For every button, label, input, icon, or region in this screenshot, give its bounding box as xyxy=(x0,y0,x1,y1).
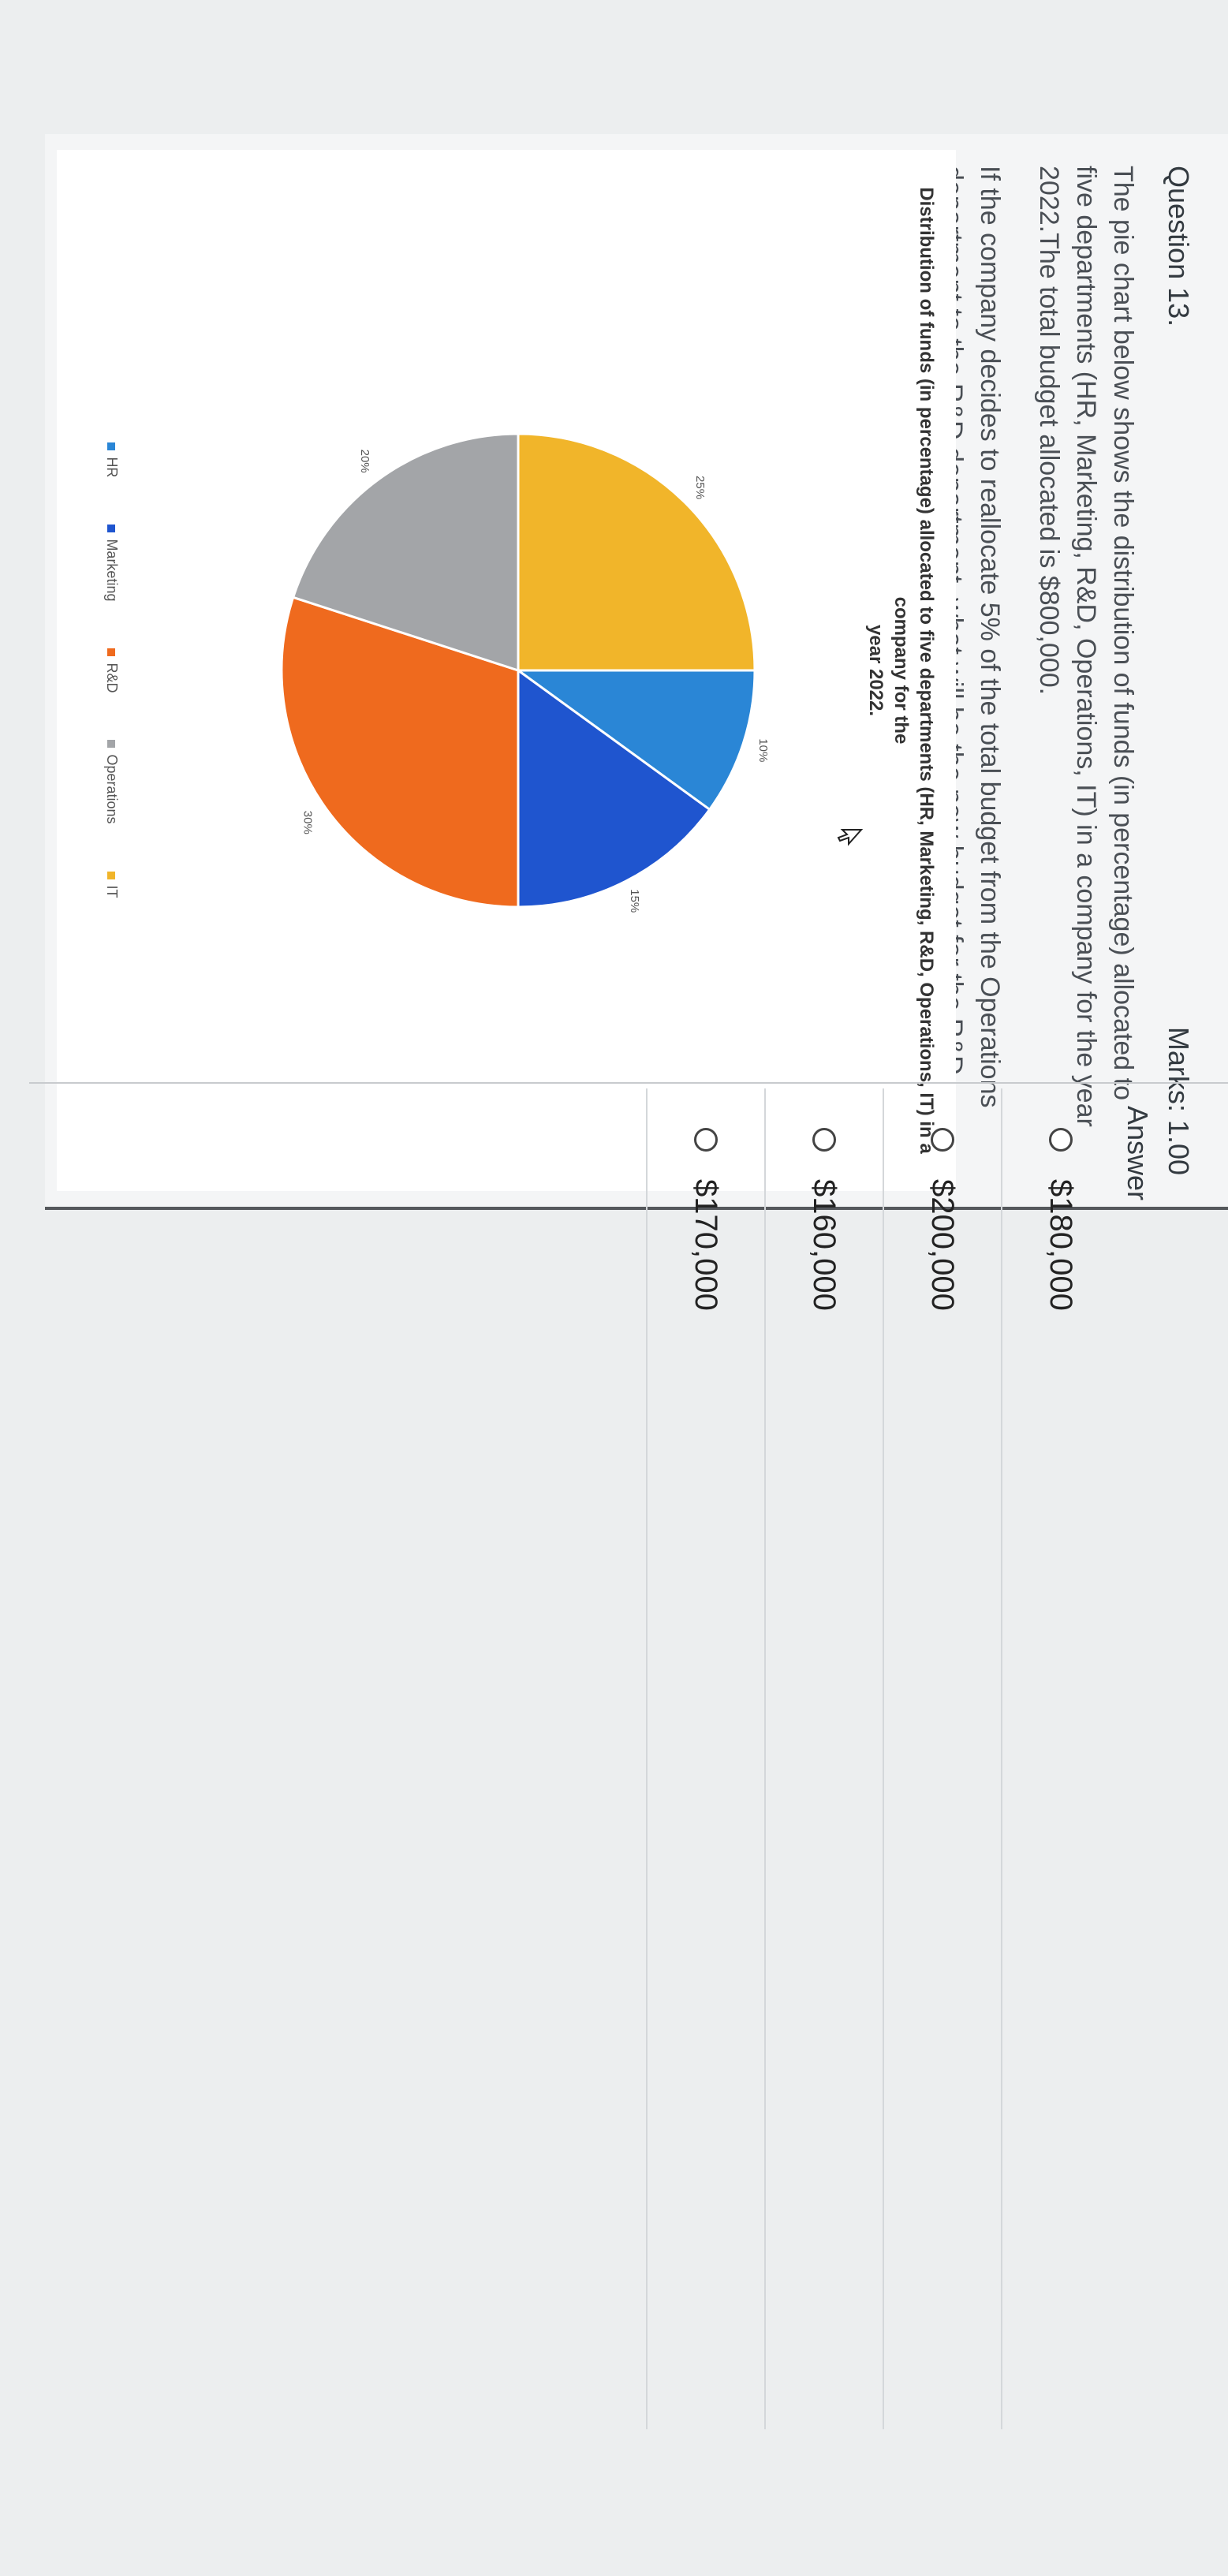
pie-slice-hr xyxy=(514,669,756,812)
answer-option-2[interactable]: $200,000 xyxy=(883,1088,1001,2429)
legend-item-hr: HR xyxy=(103,442,120,477)
radio-button[interactable] xyxy=(694,1128,718,1152)
panel-divider xyxy=(29,1082,1228,1084)
radio-button[interactable] xyxy=(931,1128,954,1152)
legend-swatch xyxy=(107,648,116,657)
answer-option-label[interactable]: $200,000 xyxy=(925,1179,961,1311)
answer-option-4[interactable]: $170,000 xyxy=(646,1088,764,2429)
mouse-pointer-icon xyxy=(837,829,863,846)
pie-chart-svg: 10% 15% 30% 20% 25% xyxy=(280,432,770,913)
answer-label: Answer xyxy=(1122,1106,1154,1201)
answer-option-label[interactable]: $170,000 xyxy=(689,1179,724,1311)
pie-label-it: 25% xyxy=(693,476,707,499)
pie-slice-it xyxy=(517,432,756,672)
legend-swatch xyxy=(107,740,116,749)
pie-chart: Distribution of funds (in percentage) al… xyxy=(57,150,956,1191)
pie-slice-marketing xyxy=(517,668,711,909)
pie-slice-operations xyxy=(291,432,520,673)
legend-swatch xyxy=(107,442,116,451)
legend-item-r-d: R&D xyxy=(103,648,120,693)
marks-label: Marks: 1.00 xyxy=(1163,1026,1195,1175)
legend-item-marketing: Marketing xyxy=(103,525,120,601)
question-card: Question 13. Marks: 1.00 The pie chart b… xyxy=(45,134,1228,1210)
pie-label-r-d: 30% xyxy=(301,811,315,834)
legend-label: Marketing xyxy=(104,539,120,602)
question-paragraph-1: The pie chart below shows the distributi… xyxy=(1034,166,1138,1127)
legend-item-operations: Operations xyxy=(103,740,120,824)
legend-item-it: IT xyxy=(103,871,120,898)
pie-label-hr: 10% xyxy=(756,738,770,762)
radio-button[interactable] xyxy=(1049,1128,1073,1152)
pie-label-marketing: 15% xyxy=(628,889,641,913)
pie-slice-r-d xyxy=(280,595,520,909)
radio-button[interactable] xyxy=(812,1128,836,1152)
legend-label: R&D xyxy=(104,663,120,693)
legend-swatch xyxy=(107,525,116,533)
answer-options: $180,000 $200,000 $160,000 $170,000 xyxy=(646,1088,1119,2429)
legend-label: Operations xyxy=(104,754,120,824)
answer-option-1[interactable]: $180,000 xyxy=(1001,1088,1119,2429)
legend-swatch xyxy=(107,871,116,879)
legend-label: IT xyxy=(104,885,120,898)
answer-option-label[interactable]: $160,000 xyxy=(807,1179,842,1311)
question-title: Question 13. xyxy=(1163,166,1195,327)
pie-label-operations: 20% xyxy=(358,450,371,473)
answer-option-label[interactable]: $180,000 xyxy=(1043,1179,1079,1311)
chart-legend: HR Marketing R&D Operations IT xyxy=(103,150,120,1191)
legend-label: HR xyxy=(104,457,120,478)
answer-option-3[interactable]: $160,000 xyxy=(764,1088,883,2429)
